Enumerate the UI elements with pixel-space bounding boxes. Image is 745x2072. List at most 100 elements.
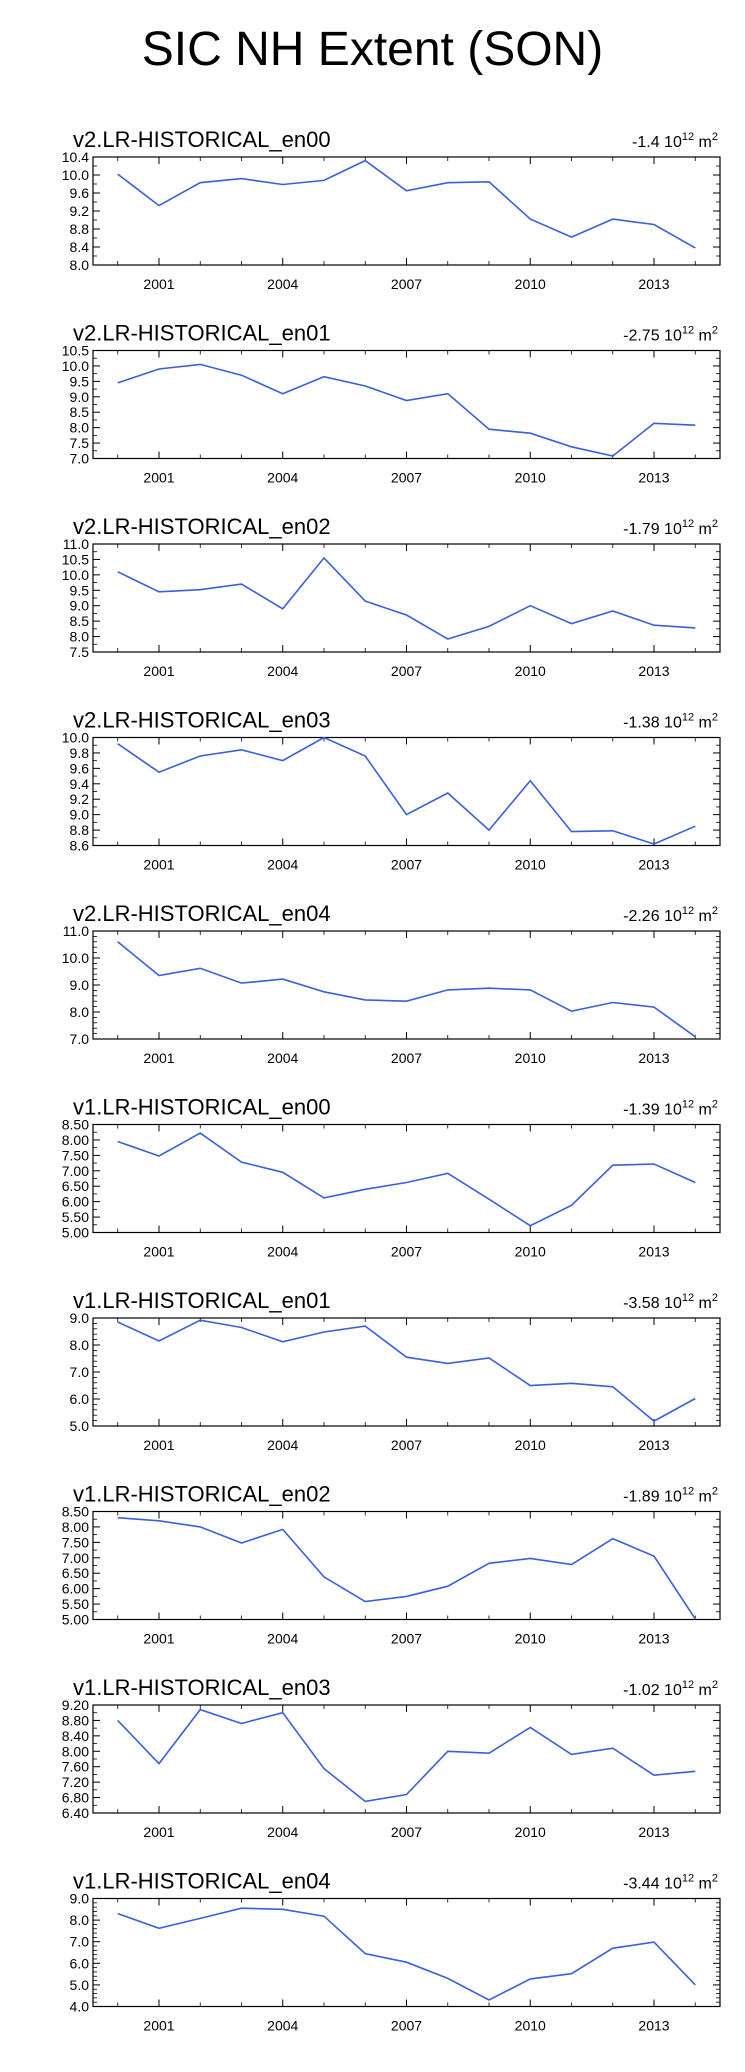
x-tick-label: 2007 (391, 1437, 422, 1453)
trend-label: -3.58 1012 m2 (623, 1292, 718, 1312)
y-tick-label: 9.6 (70, 185, 90, 201)
series-line (117, 363, 696, 457)
chart-title: v2.LR-HISTORICAL_en03 (73, 708, 331, 733)
x-tick-label: 2010 (515, 470, 546, 486)
x-tick-label: 2013 (638, 1050, 669, 1066)
y-tick-label: 9.0 (70, 389, 90, 405)
plot-frame (92, 736, 721, 847)
y-tick-label: 7.00 (62, 1550, 89, 1566)
y-tick-label: 6.50 (62, 1178, 89, 1194)
y-tick-label: 6.80 (62, 1790, 89, 1806)
page-title: SIC NH Extent (SON) (141, 23, 604, 76)
x-tick-label: 2010 (515, 1244, 546, 1260)
plot-frame (92, 156, 721, 266)
x-tick-label: 2004 (267, 857, 298, 873)
x-tick-label: 2004 (267, 1824, 298, 1840)
plot-frame (92, 1510, 721, 1621)
y-tick-label: 5.00 (62, 1225, 89, 1241)
y-tick-label: 7.5 (70, 644, 90, 660)
x-tick-label: 2013 (638, 2018, 669, 2034)
chart-title: v2.LR-HISTORICAL_en01 (73, 321, 331, 346)
y-tick-label: 8.0 (70, 257, 90, 273)
x-tick-label: 2001 (143, 1050, 174, 1066)
x-tick-label: 2001 (143, 663, 174, 679)
x-tick-label: 2001 (143, 276, 174, 292)
chart-title: v1.LR-HISTORICAL_en00 (73, 1095, 331, 1120)
y-tick-label: 10.0 (62, 167, 89, 183)
y-tick-label: 10.0 (62, 950, 89, 966)
y-tick-label: 5.00 (62, 1612, 89, 1628)
y-tick-label: 7.0 (70, 1934, 90, 1950)
x-tick-label: 2004 (267, 276, 298, 292)
x-tick-label: 2001 (143, 1631, 174, 1647)
series-line (117, 1516, 696, 1620)
chart-panel-7: v1.LR-HISTORICAL_en02 -1.89 1012 m2 5.005.… (62, 1482, 721, 1647)
trend-label: -3.44 1012 m2 (623, 1873, 718, 1893)
chart-title: v1.LR-HISTORICAL_en02 (73, 1482, 331, 1507)
y-tick-label: 10.0 (62, 730, 89, 746)
plot-frame (92, 1897, 721, 2008)
trend-label: -1.02 1012 m2 (623, 1679, 718, 1699)
x-tick-label: 2013 (638, 1631, 669, 1647)
series-line (117, 1319, 696, 1423)
series-line (117, 736, 696, 845)
y-tick-label: 8.00 (62, 1519, 89, 1535)
x-tick-label: 2007 (391, 1824, 422, 1840)
y-tick-label: 9.6 (70, 760, 90, 776)
y-tick-label: 10.0 (62, 358, 89, 374)
x-tick-label: 2001 (143, 857, 174, 873)
y-tick-label: 8.0 (70, 629, 90, 645)
x-tick-label: 2013 (638, 1437, 669, 1453)
y-tick-label: 5.0 (70, 1418, 90, 1434)
y-tick-label: 9.2 (70, 203, 90, 219)
y-tick-label: 8.00 (62, 1743, 89, 1759)
x-tick-label: 2004 (267, 1437, 298, 1453)
trend-label: -1.38 1012 m2 (623, 712, 718, 732)
plot-frame (92, 349, 721, 460)
chart-title: v2.LR-HISTORICAL_en00 (73, 127, 331, 152)
y-tick-label: 5.0 (70, 1977, 90, 1993)
x-tick-label: 2010 (515, 1050, 546, 1066)
x-tick-label: 2001 (143, 470, 174, 486)
y-tick-label: 9.8 (70, 745, 90, 761)
chart-panel-1: v2.LR-HISTORICAL_en01 -2.75 1012 m2 7.07.5… (62, 321, 721, 486)
x-tick-label: 2007 (391, 663, 422, 679)
y-tick-label: 8.0 (70, 1004, 90, 1020)
chart-panel-9: v1.LR-HISTORICAL_en04 -3.44 1012 m2 4.0 5.0… (70, 1869, 721, 2034)
chart-title: v2.LR-HISTORICAL_en02 (73, 514, 331, 539)
x-tick-label: 2007 (391, 1050, 422, 1066)
y-tick-label: 6.40 (62, 1805, 89, 1821)
trend-label: -2.26 1012 m2 (623, 905, 718, 925)
chart-title: v1.LR-HISTORICAL_en04 (73, 1869, 331, 1894)
y-tick-label: 10.5 (62, 343, 89, 359)
y-tick-label: 7.0 (70, 1031, 90, 1047)
series-line (117, 556, 696, 640)
y-tick-label: 8.0 (70, 1337, 90, 1353)
x-tick-label: 2001 (143, 2018, 174, 2034)
y-tick-label: 8.8 (70, 221, 90, 237)
y-tick-label: 8.50 (62, 1504, 89, 1520)
y-tick-label: 6.00 (62, 1581, 89, 1597)
chart-panel-8: v1.LR-HISTORICAL_en03 -1.02 1012 m2 6.406.… (62, 1675, 721, 1840)
y-tick-label: 8.50 (62, 1117, 89, 1133)
trend-label: -1.39 1012 m2 (623, 1099, 718, 1119)
x-tick-label: 2010 (515, 1631, 546, 1647)
x-tick-label: 2001 (143, 1824, 174, 1840)
y-tick-label: 6.00 (62, 1194, 89, 1210)
x-tick-label: 2010 (515, 276, 546, 292)
chart-panel-0: v2.LR-HISTORICAL_en00 -1.4 1012 m2 8.0 8.4 8… (62, 127, 721, 292)
series-line (117, 1907, 696, 2001)
y-tick-label: 7.60 (62, 1759, 89, 1775)
y-tick-label: 9.20 (62, 1697, 89, 1713)
y-tick-label: 9.0 (70, 598, 90, 614)
y-tick-label: 6.0 (70, 1391, 90, 1407)
y-tick-label: 9.0 (70, 977, 90, 993)
y-tick-label: 9.0 (70, 807, 90, 823)
x-tick-label: 2004 (267, 2018, 298, 2034)
y-tick-label: 10.0 (62, 567, 89, 583)
chart-panel-4: v2.LR-HISTORICAL_en04 -2.26 1012 m2 7.0 8.0… (62, 901, 721, 1066)
y-tick-label: 8.80 (62, 1712, 89, 1728)
x-tick-label: 2013 (638, 663, 669, 679)
chart-title: v1.LR-HISTORICAL_en01 (73, 1288, 331, 1313)
